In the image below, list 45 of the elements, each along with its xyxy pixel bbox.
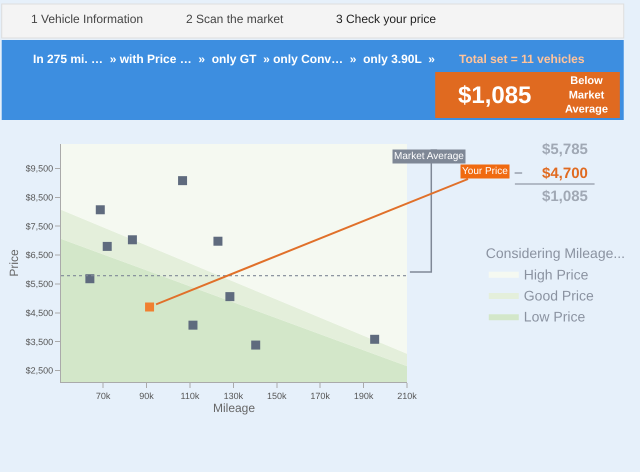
legend-label: Low Price	[524, 308, 586, 325]
text: Below Market Average	[565, 75, 608, 116]
x-tick-label: 90k	[139, 390, 154, 401]
point	[213, 236, 222, 246]
annotation: Your Price	[462, 166, 508, 177]
y-tick-label: $7,500	[26, 221, 54, 232]
x-tick-label: 70k	[96, 390, 111, 401]
point	[145, 302, 154, 312]
y-tick-label: $3,500	[26, 336, 54, 347]
legend-label: High Price	[524, 266, 589, 282]
legend-label: Good Price	[524, 287, 594, 304]
x-tick-label: 170k	[310, 390, 330, 401]
text: Total set = 11 vehicles	[459, 52, 585, 66]
text: −	[514, 165, 523, 182]
x-tick-label: 130k	[224, 390, 244, 401]
point	[178, 176, 188, 186]
x-axis-title: Mileage	[212, 400, 256, 415]
x-tick-label: 210k	[397, 390, 418, 401]
y-tick-label: $4,500	[26, 308, 54, 318]
point	[96, 205, 105, 214]
x-tick-label: 190k	[354, 390, 374, 401]
y-tick-label: $9,500	[26, 164, 54, 174]
text: $1,085	[458, 82, 532, 109]
text: In 275 mi. … » with Price … » only GT » only Conv… » only 3.90L »	[33, 52, 436, 66]
y-tick-label: $6,500	[26, 250, 54, 260]
point	[188, 320, 198, 330]
point	[251, 340, 260, 350]
legend-title: Considering Mileage...	[486, 245, 626, 262]
text: $4,700	[542, 165, 588, 182]
text: 1 Vehicle Information	[31, 12, 144, 26]
ref-line-label: Market Average	[394, 151, 464, 162]
point	[102, 242, 112, 251]
point	[370, 334, 380, 344]
text: 3 Check your price	[336, 12, 436, 26]
text: $1,085	[542, 188, 588, 205]
x-tick-label: 110k	[180, 390, 200, 401]
y-tick-label: $2,500	[26, 366, 54, 376]
y-axis-title: Price	[6, 249, 21, 277]
y-tick-label: $5,500	[26, 279, 54, 290]
text: $5,785	[542, 141, 588, 158]
text: 2 Scan the market	[186, 12, 284, 26]
point	[128, 235, 137, 244]
point	[225, 292, 234, 302]
x-tick-label: 150k	[266, 390, 288, 401]
y-tick-label: $8,500	[26, 192, 54, 203]
